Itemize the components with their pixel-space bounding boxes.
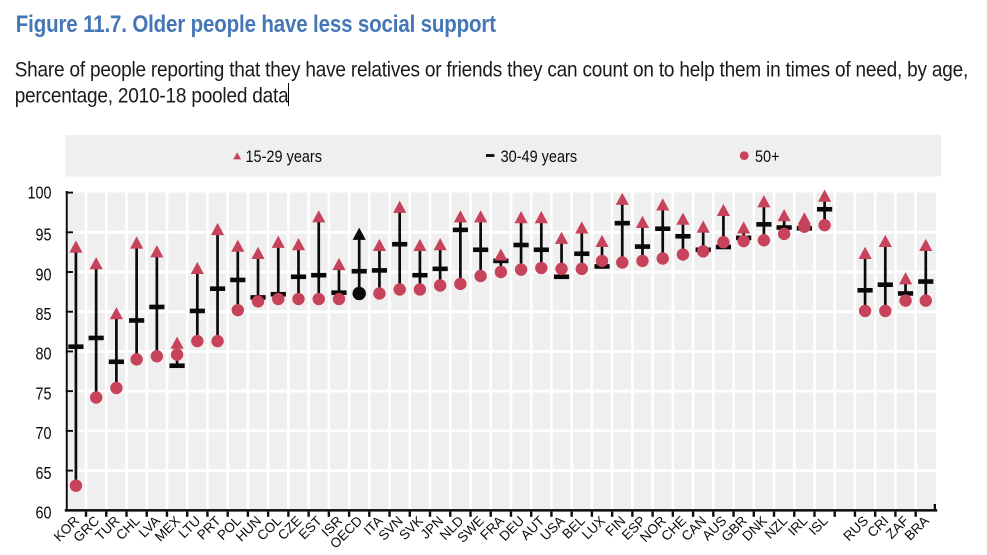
svg-text:95: 95 <box>35 225 51 245</box>
svg-text:BRA: BRA <box>902 513 932 543</box>
svg-text:60: 60 <box>35 503 51 523</box>
svg-text:100: 100 <box>27 183 51 203</box>
svg-text:30-49 years: 30-49 years <box>501 148 578 166</box>
svg-text:ISL: ISL <box>806 513 831 538</box>
svg-text:85: 85 <box>35 305 51 325</box>
svg-text:75: 75 <box>35 384 51 404</box>
svg-text:65: 65 <box>35 463 51 483</box>
svg-text:50+: 50+ <box>755 148 780 166</box>
svg-text:90: 90 <box>35 265 51 285</box>
svg-text:80: 80 <box>35 344 51 364</box>
svg-text:70: 70 <box>35 424 51 444</box>
svg-text:15-29 years: 15-29 years <box>246 148 323 166</box>
